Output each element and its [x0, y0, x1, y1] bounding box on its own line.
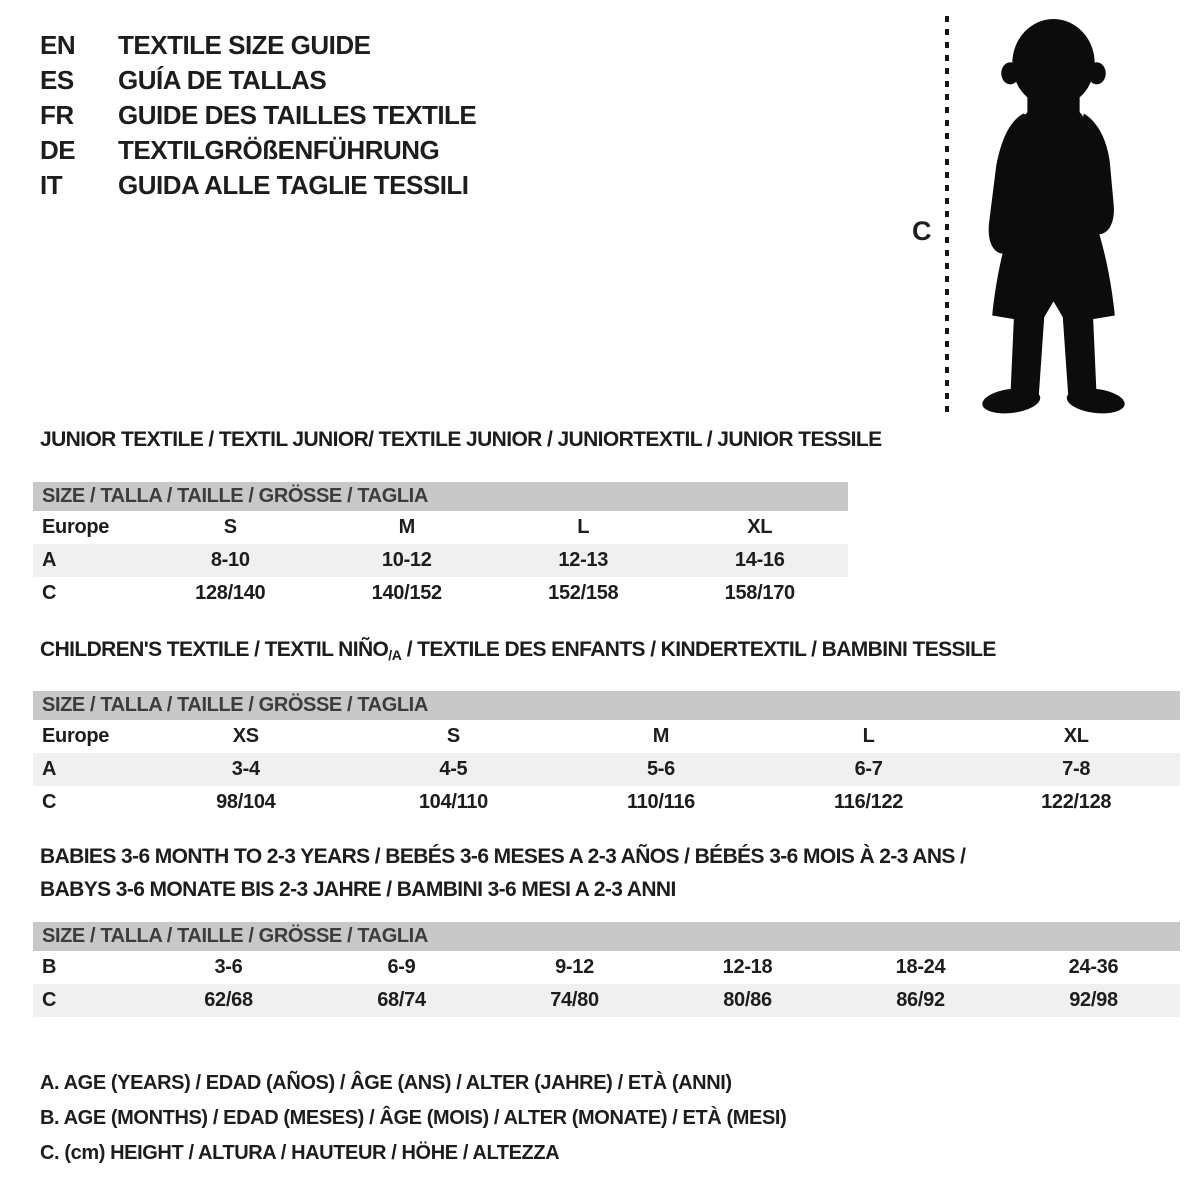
- table-cell: 74/80: [550, 989, 599, 1011]
- row-label: Europe: [42, 725, 110, 747]
- row-label: Europe: [42, 516, 110, 538]
- table-cell: M: [398, 516, 416, 538]
- babies-section-title-line2: BABYS 3-6 MONATE BIS 2-3 JAHRE / BAMBINI…: [40, 878, 676, 901]
- language-row-de: DE TEXTILGRÖßENFÜHRUNG: [40, 133, 476, 168]
- row-label: B: [42, 956, 57, 978]
- table-cell: 92/98: [1069, 989, 1118, 1011]
- babies-section-title-line1: BABIES 3-6 MONTH TO 2-3 YEARS / BEBÉS 3-…: [40, 845, 966, 868]
- table-cell: 10-12: [381, 549, 432, 571]
- table-cell: 158/170: [724, 582, 796, 604]
- language-row-es: ES GUÍA DE TALLAS: [40, 63, 476, 98]
- table-cell: 80/86: [723, 989, 772, 1011]
- legend-line-a: A. AGE (YEARS) / EDAD (AÑOS) / ÂGE (ANS)…: [40, 1072, 732, 1094]
- table-cell: 128/140: [195, 582, 266, 604]
- table-cell: 14-16: [734, 549, 785, 571]
- table-cell: M: [652, 725, 670, 747]
- height-measure-label: C: [912, 216, 932, 246]
- language-guide-list: EN TEXTILE SIZE GUIDE ES GUÍA DE TALLAS …: [40, 28, 477, 203]
- language-code: DE: [40, 135, 76, 165]
- children-size-table: SIZE / TALLA / TAILLE / GRÖSSE / TAGLIA …: [33, 691, 1180, 819]
- table-cell: 122/128: [1041, 791, 1112, 813]
- table-cell: 8-10: [210, 549, 250, 571]
- children-section-title: CHILDREN'S TEXTILE / TEXTIL NIÑO/A / TEX…: [40, 638, 1180, 667]
- row-label: A: [42, 549, 57, 571]
- children-title-prefix: CHILDREN'S TEXTILE / TEXTIL NIÑO: [40, 638, 389, 661]
- language-row-en: EN TEXTILE SIZE GUIDE: [40, 28, 476, 63]
- junior-textile-section: JUNIOR TEXTILE / TEXTIL JUNIOR/ TEXTILE …: [33, 428, 882, 610]
- table-cell: XL: [747, 516, 773, 538]
- junior-size-table: SIZE / TALLA / TAILLE / GRÖSSE / TAGLIA …: [33, 482, 848, 610]
- table-cell: 12-18: [722, 956, 773, 978]
- measurement-legend: A. AGE (YEARS) / EDAD (AÑOS) / ÂGE (ANS)…: [40, 1066, 787, 1171]
- table-cell: L: [577, 516, 590, 538]
- table-row-months: B 3-6 6-9 9-12 12-18 18-24 24-36: [33, 951, 1180, 984]
- table-cell: 68/74: [377, 989, 426, 1011]
- table-cell: 12-13: [558, 549, 609, 571]
- table-cell: L: [862, 725, 875, 747]
- children-title-sub: /A: [388, 647, 402, 663]
- legend-line-c: C. (cm) HEIGHT / ALTURA / HAUTEUR / HÖHE…: [40, 1142, 560, 1164]
- table-cell: 86/92: [896, 989, 945, 1011]
- table-row-height: C 98/104 104/110 110/116 116/122 122/128: [33, 786, 1180, 819]
- size-table-header: SIZE / TALLA / TAILLE / GRÖSSE / TAGLIA: [33, 482, 848, 511]
- table-row-europe: Europe S M L XL: [33, 511, 848, 544]
- table-row-age: A 8-10 10-12 12-13 14-16: [33, 544, 848, 577]
- language-row-it: IT GUIDA ALLE TAGLIE TESSILI: [40, 168, 476, 203]
- language-label: GUIDA ALLE TAGLIE TESSILI: [118, 170, 469, 200]
- table-cell: 18-24: [895, 956, 946, 978]
- table-cell: 104/110: [418, 791, 488, 813]
- row-label: C: [42, 791, 57, 813]
- size-table-header: SIZE / TALLA / TAILLE / GRÖSSE / TAGLIA: [33, 922, 1180, 951]
- table-cell: 7-8: [1062, 758, 1091, 780]
- legend-line-b: B. AGE (MONTHS) / EDAD (MESES) / ÂGE (MO…: [40, 1107, 787, 1129]
- size-table-header: SIZE / TALLA / TAILLE / GRÖSSE / TAGLIA: [33, 691, 1180, 720]
- children-textile-section: CHILDREN'S TEXTILE / TEXTIL NIÑO/A / TEX…: [33, 638, 1180, 819]
- table-cell: 140/152: [371, 582, 443, 604]
- table-cell: 6-9: [387, 956, 416, 978]
- language-label: GUÍA DE TALLAS: [118, 65, 327, 95]
- row-label: C: [42, 582, 57, 604]
- table-cell: 116/122: [834, 791, 904, 813]
- language-label: TEXTILGRÖßENFÜHRUNG: [118, 135, 440, 165]
- junior-section-title: JUNIOR TEXTILE / TEXTIL JUNIOR/ TEXTILE …: [40, 428, 882, 451]
- row-label: A: [42, 758, 57, 780]
- language-label: GUIDE DES TAILLES TEXTILE: [118, 100, 477, 130]
- table-cell: XS: [232, 725, 259, 747]
- table-cell: 9-12: [555, 956, 594, 978]
- toddler-silhouette-icon: [982, 19, 1125, 414]
- table-cell: 62/68: [204, 989, 253, 1011]
- table-cell: 4-5: [439, 758, 468, 780]
- table-row-europe: Europe XS S M L XL: [33, 720, 1180, 753]
- table-row-height: C 62/68 68/74 74/80 80/86 86/92 92/98: [33, 984, 1180, 1017]
- table-cell: 24-36: [1068, 956, 1119, 978]
- babies-textile-section: BABIES 3-6 MONTH TO 2-3 YEARS / BEBÉS 3-…: [33, 845, 1180, 1017]
- babies-size-table: SIZE / TALLA / TAILLE / GRÖSSE / TAGLIA …: [33, 922, 1180, 1017]
- language-code: EN: [40, 30, 76, 60]
- height-dashed-line: [945, 16, 949, 414]
- table-cell: 6-7: [854, 758, 883, 780]
- language-row-fr: FR GUIDE DES TAILLES TEXTILE: [40, 98, 477, 133]
- table-cell: 110/116: [626, 791, 695, 813]
- table-cell: 3-4: [231, 758, 260, 780]
- height-measure-figure: C: [898, 8, 1200, 422]
- table-cell: 5-6: [646, 758, 675, 780]
- table-cell: 3-6: [214, 956, 243, 978]
- table-cell: XL: [1063, 725, 1089, 747]
- language-label: TEXTILE SIZE GUIDE: [118, 30, 371, 60]
- language-code: IT: [40, 170, 63, 200]
- table-row-height: C 128/140 140/152 152/158 158/170: [33, 577, 848, 610]
- table-row-age: A 3-4 4-5 5-6 6-7 7-8: [33, 753, 1180, 786]
- children-title-suffix: / TEXTILE DES ENFANTS / KINDERTEXTIL / B…: [401, 638, 997, 661]
- table-cell: 98/104: [216, 791, 276, 813]
- language-code: ES: [40, 65, 74, 95]
- table-cell: S: [223, 516, 237, 538]
- row-label: C: [42, 989, 57, 1011]
- language-code: FR: [40, 100, 74, 130]
- table-cell: S: [446, 725, 460, 747]
- table-cell: 152/158: [548, 582, 619, 604]
